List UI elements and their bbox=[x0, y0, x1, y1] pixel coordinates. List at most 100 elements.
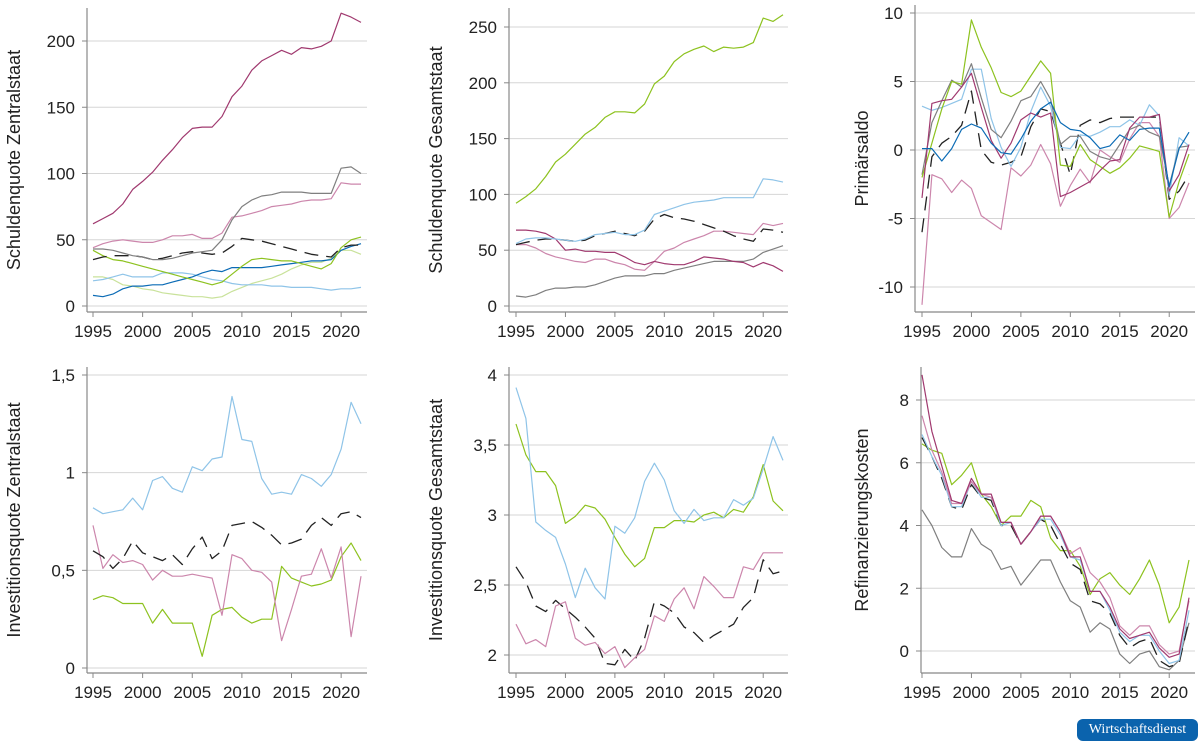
series-line-magenta bbox=[921, 374, 1190, 658]
y-tick-label: 50 bbox=[56, 231, 75, 250]
y-tick-label: 150 bbox=[469, 130, 497, 149]
x-tick-label: 2000 bbox=[953, 683, 991, 702]
series-line-pink bbox=[92, 525, 362, 642]
series-line-lightblue bbox=[515, 178, 784, 245]
series-line-black-dashed bbox=[921, 437, 1190, 668]
series-line-pink bbox=[92, 182, 361, 249]
series-line-green bbox=[515, 423, 784, 568]
series-line-lightblue bbox=[921, 68, 1190, 196]
x-tick-label: 2005 bbox=[1002, 322, 1040, 341]
x-tick-label: 2015 bbox=[695, 683, 733, 702]
y-tick-label: 0,5 bbox=[51, 561, 75, 580]
series-line-blue bbox=[922, 101, 1190, 188]
panel-1: 0 50 100 150 200 1995 2000 2005 2010 2015 2020 Schu… bbox=[4, 8, 367, 341]
y-tick-label: 10 bbox=[884, 4, 903, 23]
x-tick-label: 2020 bbox=[744, 683, 782, 702]
series-line-blue bbox=[92, 243, 362, 298]
y-axis-title: Investitionsquote Gesamtstaat bbox=[426, 399, 446, 641]
y-tick-label: 2 bbox=[900, 579, 909, 598]
series-line-magenta bbox=[516, 229, 784, 272]
y-axis-title: Investitionsquote Zentralstaat bbox=[4, 402, 24, 637]
x-tick-label: 2005 bbox=[596, 322, 634, 341]
x-tick-label: 2010 bbox=[645, 683, 683, 702]
series-line-gray bbox=[515, 245, 784, 298]
series-line-green bbox=[921, 19, 1190, 218]
y-tick-label: 100 bbox=[47, 165, 75, 184]
series-line-pink bbox=[516, 222, 784, 271]
y-tick-label: 4 bbox=[900, 517, 909, 536]
y-tick-label: 4 bbox=[488, 366, 497, 385]
x-tick-label: 2000 bbox=[547, 683, 585, 702]
y-tick-label: 0 bbox=[66, 297, 75, 316]
y-tick-label: 0 bbox=[66, 659, 75, 678]
series-line-green bbox=[92, 542, 362, 657]
y-tick-label: 200 bbox=[469, 74, 497, 93]
x-tick-label: 2010 bbox=[1051, 322, 1089, 341]
x-tick-label: 2005 bbox=[173, 683, 211, 702]
series-line-lightblue bbox=[921, 434, 1190, 665]
y-tick-label: 0 bbox=[488, 297, 497, 316]
x-tick-label: 2020 bbox=[1150, 683, 1188, 702]
panel-4: 0 0,5 1 1,5 1995 2000 2005 2010 2015 2020 Investit… bbox=[4, 366, 367, 702]
y-tick-label: 3 bbox=[488, 506, 497, 525]
series-line-green bbox=[515, 14, 784, 204]
series-line-black-dashed bbox=[515, 559, 784, 666]
x-tick-label: 1995 bbox=[903, 322, 941, 341]
x-tick-label: 2020 bbox=[1150, 322, 1188, 341]
x-tick-label: 2005 bbox=[596, 683, 634, 702]
panel-6: 0 2 4 6 8 1995 2000 2005 2010 2015 2020 Refinanzier… bbox=[852, 367, 1195, 702]
series-line-magenta bbox=[921, 72, 1190, 198]
x-tick-label: 2015 bbox=[273, 683, 311, 702]
series-line-lightgreen bbox=[93, 249, 362, 299]
y-tick-label: 5 bbox=[894, 73, 903, 92]
x-tick-label: 1995 bbox=[74, 683, 112, 702]
y-tick-label: -10 bbox=[878, 278, 903, 297]
x-tick-label: 2000 bbox=[953, 322, 991, 341]
x-tick-label: 1995 bbox=[497, 683, 535, 702]
panel-2: 0 50 100 150 200 250 1995 2000 2005 2010 2015 2020 S… bbox=[426, 8, 788, 341]
y-axis-title: Primärsaldo bbox=[852, 110, 872, 206]
x-tick-label: 2020 bbox=[744, 322, 782, 341]
y-axis-title: Refinanzierungskosten bbox=[852, 428, 872, 611]
y-tick-label: 0 bbox=[900, 642, 909, 661]
x-tick-label: 2015 bbox=[273, 322, 311, 341]
x-tick-label: 2010 bbox=[223, 683, 261, 702]
series-line-lightblue bbox=[515, 387, 784, 600]
series-line-lightblue bbox=[92, 395, 362, 515]
y-tick-label: 8 bbox=[900, 391, 909, 410]
y-axis-title: Schuldenquote Zentralstaat bbox=[4, 50, 24, 270]
y-tick-label: 50 bbox=[478, 241, 497, 260]
series-line-lightblue bbox=[92, 272, 362, 291]
series-line-gray bbox=[93, 166, 362, 261]
series-line-pink bbox=[921, 121, 1190, 305]
panel-3: -10 -5 0 5 10 1995 2000 2005 2010 2015 2020 Primärs… bbox=[852, 4, 1195, 341]
x-tick-label: 2015 bbox=[1101, 322, 1139, 341]
series-line-green bbox=[92, 236, 362, 286]
x-tick-label: 2000 bbox=[547, 322, 585, 341]
x-tick-label: 2005 bbox=[1002, 683, 1040, 702]
x-tick-label: 1995 bbox=[903, 683, 941, 702]
y-tick-label: -5 bbox=[888, 210, 903, 229]
x-tick-label: 2010 bbox=[1051, 683, 1089, 702]
x-tick-label: 2005 bbox=[173, 322, 211, 341]
x-tick-label: 2000 bbox=[124, 322, 162, 341]
y-tick-label: 200 bbox=[47, 32, 75, 51]
x-tick-label: 1995 bbox=[497, 322, 535, 341]
series-line-gray bbox=[921, 509, 1190, 671]
x-tick-label: 2020 bbox=[322, 322, 360, 341]
y-tick-label: 6 bbox=[900, 454, 909, 473]
series-line-magenta bbox=[92, 12, 362, 225]
x-tick-label: 2010 bbox=[645, 322, 683, 341]
y-tick-label: 100 bbox=[469, 185, 497, 204]
x-tick-label: 2010 bbox=[223, 322, 261, 341]
series-line-green bbox=[921, 443, 1190, 624]
panel-5: 2 2,5 3 3,5 4 1995 2000 2005 2010 2015 2020 Investi… bbox=[426, 366, 788, 702]
x-tick-label: 2020 bbox=[322, 683, 360, 702]
y-tick-label: 1 bbox=[66, 464, 75, 483]
y-tick-label: 150 bbox=[47, 98, 75, 117]
y-tick-label: 3,5 bbox=[473, 436, 497, 455]
x-tick-label: 2000 bbox=[124, 683, 162, 702]
y-tick-label: 0 bbox=[894, 141, 903, 160]
x-tick-label: 1995 bbox=[74, 322, 112, 341]
